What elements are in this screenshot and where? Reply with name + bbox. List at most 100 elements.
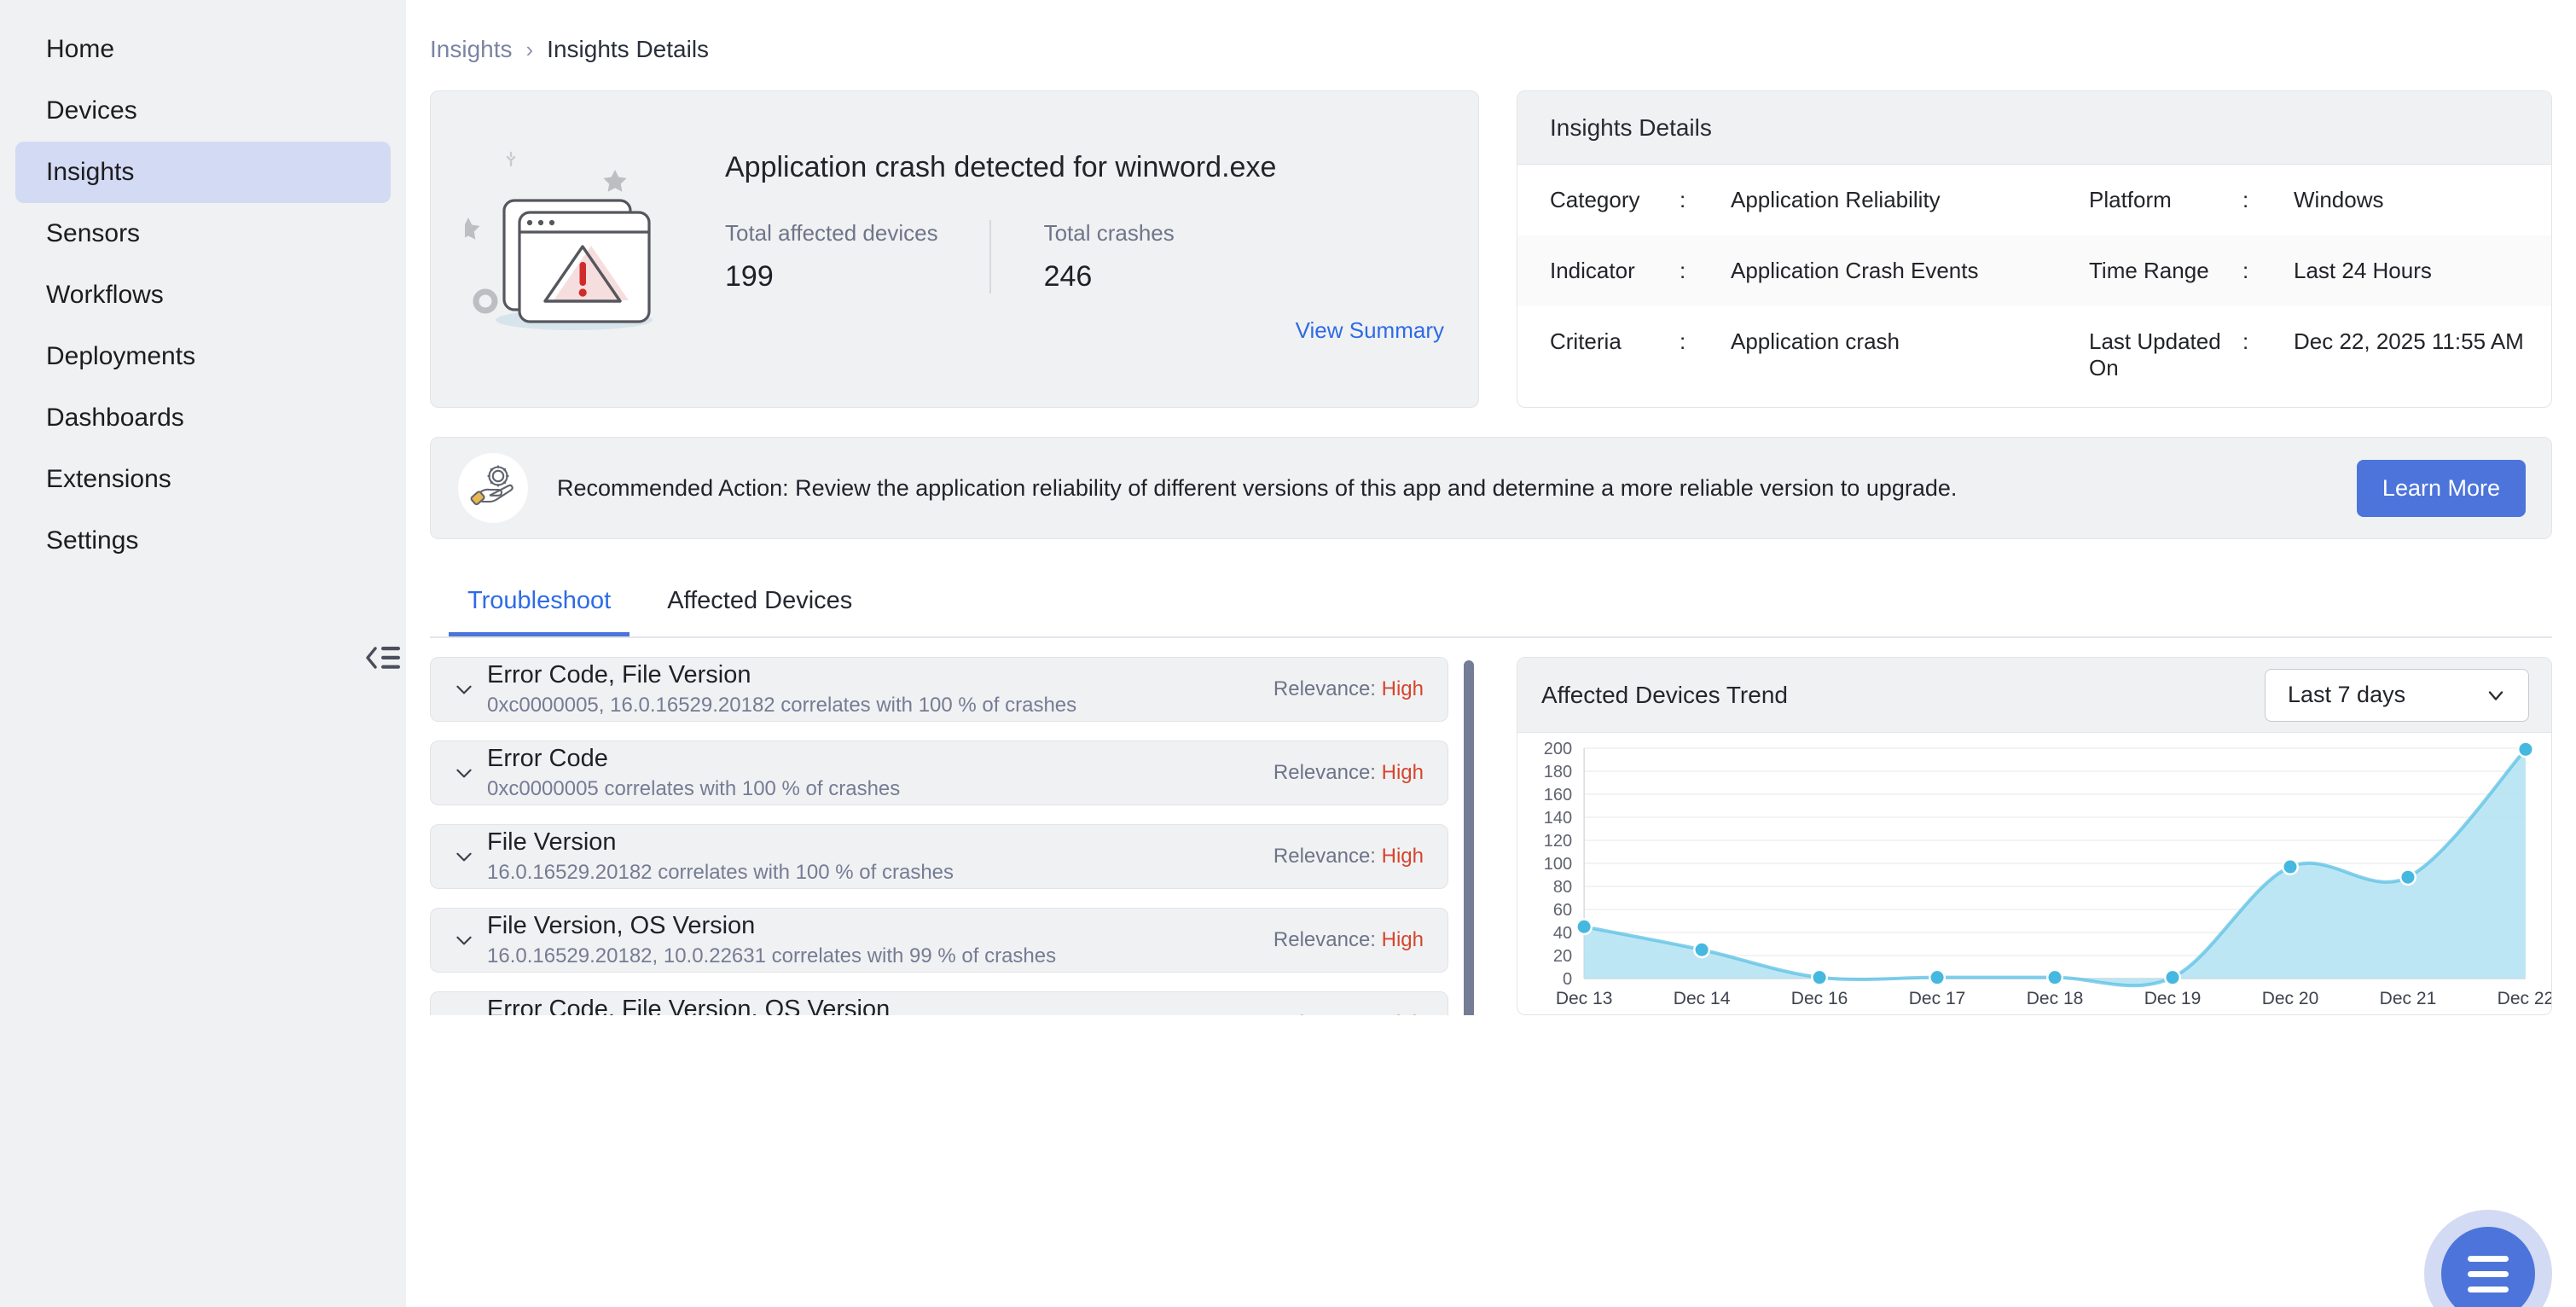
relevance-badge: Relevance: High (1273, 761, 1424, 785)
list-item[interactable]: File Version, OS Version 16.0.16529.2018… (430, 908, 1448, 973)
sidebar-item-deployments[interactable]: Deployments (15, 326, 391, 387)
detail-colon: : (1680, 258, 1686, 283)
stat-total-affected-devices: Total affected devices 199 (725, 220, 989, 293)
x-axis-tick-label: Dec 16 (1791, 989, 1848, 1008)
chevron-down-icon[interactable] (450, 1013, 479, 1015)
breadcrumb-link-insights[interactable]: Insights (430, 36, 513, 62)
sidebar-item-extensions[interactable]: Extensions (15, 449, 391, 510)
chart-area-fill (1584, 749, 2526, 986)
relevance-badge: Relevance: High (1273, 677, 1424, 701)
detail-key: Criteria (1550, 328, 1622, 354)
sidebar-item-home[interactable]: Home (15, 19, 391, 80)
stat-value: 199 (725, 260, 774, 293)
list-item-texts: Error Code, File Version 0xc0000005, 16.… (487, 661, 1273, 717)
relevance-badge: Relevance: High (1273, 1012, 1424, 1015)
relevance-badge: Relevance: High (1273, 845, 1424, 868)
insight-title: Application crash detected for winword.e… (725, 151, 1277, 183)
breadcrumb: Insights › Insights Details (406, 0, 2576, 63)
main-content: Insights › Insights Details (406, 0, 2576, 1307)
list-item-title: Error Code (487, 745, 608, 773)
table-row: Indicator : Application Crash Events Tim… (1517, 235, 2551, 306)
troubleshoot-list: Error Code, File Version 0xc0000005, 16.… (430, 657, 1479, 1015)
breadcrumb-separator-icon: › (525, 36, 534, 62)
list-item[interactable]: Error Code, File Version 0xc0000005, 16.… (430, 657, 1448, 722)
relevance-label: Relevance: (1273, 928, 1376, 951)
y-axis-tick-label: 40 (1553, 924, 1572, 943)
list-item-title: Error Code, File Version, OS Version (487, 996, 891, 1015)
data-point[interactable] (1577, 920, 1591, 933)
hand-holding-gear-icon (470, 465, 513, 506)
detail-value-2: Dec 22, 2025 11:55 AM (2294, 328, 2524, 354)
table-row: Criteria : Application crash Last Update… (1517, 306, 2551, 404)
relevance-value: High (1381, 677, 1424, 700)
list-item[interactable]: Error Code 0xc0000005 correlates with 10… (430, 741, 1448, 805)
sidebar-item-insights[interactable]: Insights (15, 142, 391, 203)
time-range-select[interactable]: Last 7 days (2265, 668, 2529, 722)
data-point[interactable] (2283, 860, 2297, 874)
chevron-down-icon[interactable] (450, 929, 479, 951)
relevance-label: Relevance: (1273, 761, 1376, 784)
x-axis-tick-label: Dec 13 (1556, 989, 1613, 1008)
sidebar-item-settings[interactable]: Settings (15, 510, 391, 572)
y-axis-tick-label: 60 (1553, 901, 1572, 920)
insights-details-table: Category : Application Reliability Platf… (1517, 165, 2551, 404)
tab-troubleshoot[interactable]: Troubleshoot (449, 577, 630, 636)
list-item[interactable]: File Version 16.0.16529.20182 correlates… (430, 824, 1448, 889)
relevance-value: High (1381, 761, 1424, 784)
data-point[interactable] (1813, 971, 1826, 985)
insight-summary-card: Application crash detected for winword.e… (430, 90, 1479, 408)
relevance-value: High (1381, 928, 1424, 951)
sidebar-item-workflows[interactable]: Workflows (15, 264, 391, 326)
detail-value-2: Windows (2294, 187, 2384, 212)
data-point[interactable] (2401, 870, 2415, 884)
application-crash-illustration (465, 151, 653, 330)
data-point[interactable] (1695, 943, 1709, 956)
detail-value: Application crash (1731, 328, 1900, 354)
data-point[interactable] (2166, 971, 2179, 985)
list-item-title: File Version (487, 828, 617, 857)
list-item-subtitle: 0xc0000005 correlates with 100 % of cras… (487, 776, 901, 800)
y-axis-tick-label: 180 (1544, 763, 1572, 781)
stat-label: Total affected devices (725, 220, 938, 246)
menu-icon-bar (2468, 1270, 2509, 1277)
detail-colon-2: : (2242, 187, 2249, 212)
y-axis-tick-label: 200 (1544, 740, 1572, 758)
tab-affected-devices[interactable]: Affected Devices (667, 587, 853, 614)
view-summary-link[interactable]: View Summary (1295, 317, 1444, 343)
summary-body: Application crash detected for winword.e… (725, 117, 1444, 344)
insights-details-header: Insights Details (1517, 91, 2551, 165)
sidebar-item-label: Devices (46, 96, 137, 125)
data-point[interactable] (2048, 971, 2062, 985)
chevron-down-icon[interactable] (450, 845, 479, 868)
recommended-action-text: Recommended Action: Review the applicati… (557, 474, 1958, 501)
chart-line (1582, 747, 2527, 988)
sidebar-item-label: Sensors (46, 219, 141, 247)
sidebar-item-sensors[interactable]: Sensors (15, 203, 391, 264)
stat-value: 246 (1043, 260, 1093, 293)
data-point[interactable] (1930, 971, 1944, 985)
sidebar: Home Devices Insights Sensors Workflows … (0, 0, 408, 1307)
chart-header: Affected Devices Trend Last 7 days (1517, 658, 2551, 733)
chart-title: Affected Devices Trend (1541, 681, 1788, 708)
list-item-subtitle: 16.0.16529.20182 correlates with 100 % o… (487, 860, 954, 884)
top-cards-row: Application crash detected for winword.e… (430, 90, 2552, 408)
y-axis-tick-label: 140 (1544, 809, 1572, 828)
affected-devices-trend-chart: 0 20 40 60 80 100 120 140 160 180 200 Dec 13 Dec 14 D… (1544, 740, 2551, 1008)
sidebar-item-label: Settings (46, 526, 139, 555)
detail-colon-2: : (2242, 258, 2249, 283)
table-row: Category : Application Reliability Platf… (1517, 165, 2551, 235)
chevron-down-icon[interactable] (450, 762, 479, 784)
chevron-down-icon (2488, 690, 2503, 700)
data-point[interactable] (2519, 742, 2532, 756)
troubleshoot-scrollbar[interactable] (1464, 660, 1474, 1015)
floating-menu-button[interactable] (2441, 1227, 2535, 1307)
summary-stats: Total affected devices 199 Total crashes… (725, 220, 1444, 293)
sidebar-collapse-button[interactable] (358, 627, 408, 688)
sidebar-item-devices[interactable]: Devices (15, 80, 391, 142)
sidebar-item-dashboards[interactable]: Dashboards (15, 387, 391, 449)
menu-icon-bar (2468, 1286, 2509, 1292)
x-axis-tick-label: Dec 21 (2380, 989, 2437, 1008)
list-item[interactable]: Error Code, File Version, OS Version 0xc… (430, 991, 1448, 1015)
learn-more-button[interactable]: Learn More (2356, 459, 2526, 517)
chevron-down-icon[interactable] (450, 678, 479, 700)
